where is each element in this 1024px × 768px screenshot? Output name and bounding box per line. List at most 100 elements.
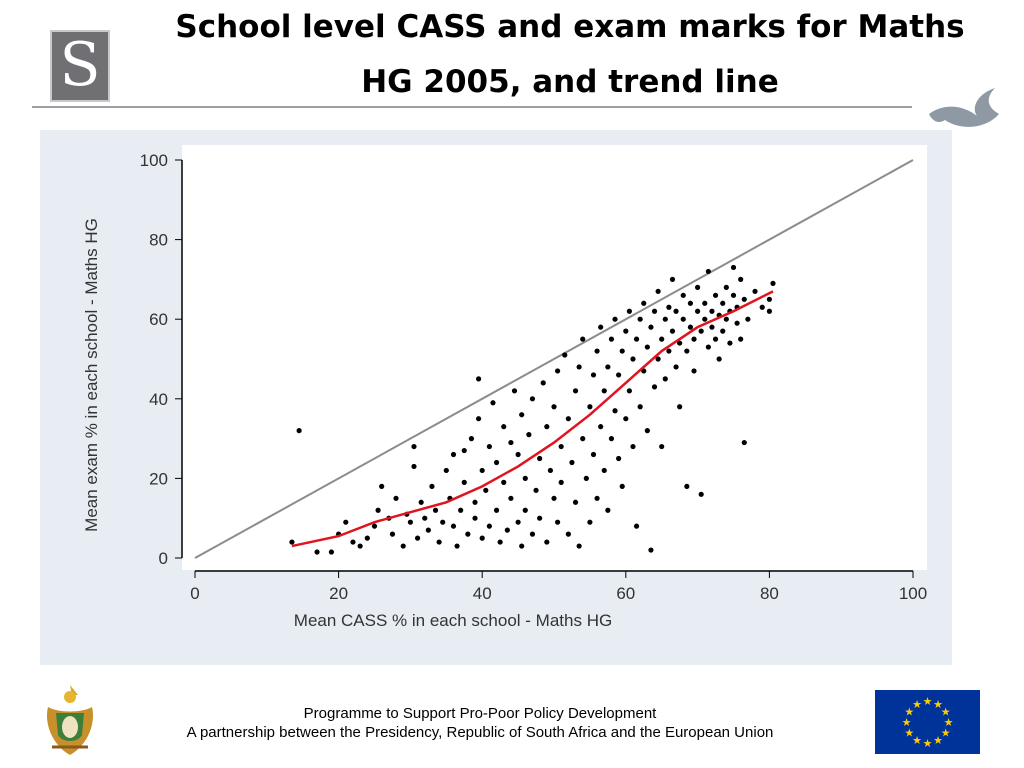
data-point [770, 280, 776, 286]
data-point [633, 523, 640, 529]
data-point [684, 483, 690, 489]
data-point [594, 348, 600, 354]
data-point [465, 531, 471, 537]
data-point [601, 388, 607, 394]
data-point [608, 436, 615, 442]
university-logo: S [50, 30, 110, 102]
data-point [730, 264, 737, 271]
data-point [314, 549, 320, 555]
data-point [633, 336, 640, 342]
data-point [720, 300, 726, 306]
plot-area [182, 145, 927, 570]
data-point [616, 455, 622, 462]
footer-line-1: Programme to Support Pro-Poor Policy Dev… [303, 705, 657, 722]
data-point [590, 451, 597, 458]
data-point [695, 284, 701, 290]
data-point [450, 523, 457, 529]
data-point [626, 388, 632, 394]
data-point [565, 531, 571, 537]
data-point [537, 455, 543, 462]
data-point [651, 384, 658, 390]
x-tick-label: 40 [473, 584, 492, 603]
data-point [648, 324, 654, 330]
data-point [738, 336, 744, 342]
data-point [659, 443, 665, 450]
data-point [418, 499, 424, 505]
data-point [666, 348, 672, 354]
data-point [472, 499, 478, 505]
data-point [698, 491, 704, 497]
data-point [364, 535, 370, 541]
data-point [554, 368, 561, 374]
data-point [411, 463, 417, 470]
header-divider [32, 106, 912, 108]
data-point [400, 543, 406, 549]
data-point [648, 547, 654, 553]
data-point [651, 308, 658, 314]
data-point [472, 515, 478, 521]
data-point [357, 543, 363, 549]
data-point [504, 527, 510, 533]
data-point [371, 523, 378, 529]
data-point [422, 515, 428, 521]
data-point [511, 388, 518, 394]
data-point [476, 416, 482, 422]
data-point [705, 344, 711, 350]
data-point [619, 483, 625, 489]
data-point [551, 404, 557, 410]
data-point [623, 416, 629, 422]
y-tick-label: 80 [149, 231, 168, 250]
data-point [616, 372, 622, 378]
title-line-1: School level CASS and exam marks for Mat… [175, 9, 965, 45]
data-point [296, 428, 302, 434]
data-point [698, 328, 704, 334]
eu-star-icon: ★ [912, 698, 922, 711]
data-point [389, 531, 396, 537]
data-point [540, 380, 546, 386]
data-point [486, 523, 492, 529]
data-point [641, 300, 647, 306]
slide-title: School level CASS and exam marks for Mat… [120, 0, 1020, 110]
data-point [637, 404, 643, 410]
data-point [501, 424, 507, 430]
data-point [576, 364, 582, 370]
data-point [598, 324, 604, 330]
data-point [766, 296, 773, 302]
data-point [508, 439, 514, 446]
data-point [544, 539, 550, 545]
data-point [605, 507, 611, 513]
data-point [619, 348, 625, 354]
data-point [508, 495, 514, 501]
eu-star-icon: ★ [902, 716, 912, 729]
data-point [429, 483, 435, 489]
data-point [440, 519, 446, 525]
x-tick-label: 60 [616, 584, 635, 603]
data-point [752, 288, 758, 294]
data-point [669, 328, 676, 334]
data-point [515, 451, 521, 458]
eu-star-icon: ★ [941, 706, 951, 719]
data-point [655, 356, 661, 362]
data-point [662, 316, 668, 322]
data-point [712, 336, 719, 342]
trend-line [291, 290, 774, 548]
data-point [558, 443, 564, 450]
data-point [644, 344, 650, 350]
data-point [587, 404, 593, 410]
data-point [659, 336, 665, 342]
x-tick-label: 80 [760, 584, 779, 603]
data-point [720, 328, 726, 334]
data-point [554, 519, 561, 525]
data-point [565, 416, 571, 422]
scatter-chart: 0 20 40 60 80 100 0 20 40 60 80 100 Mean CASS % in … [82, 145, 927, 630]
data-point [608, 336, 615, 342]
data-point [515, 519, 521, 525]
eu-star-icon: ★ [904, 706, 914, 719]
data-point [569, 459, 575, 466]
swirl-logo-icon [929, 88, 999, 127]
data-point [393, 495, 399, 501]
data-point [630, 443, 636, 450]
y-axis-label: Mean exam % in each school - Maths HG [82, 218, 101, 532]
data-point [572, 388, 579, 394]
data-point [461, 447, 467, 454]
